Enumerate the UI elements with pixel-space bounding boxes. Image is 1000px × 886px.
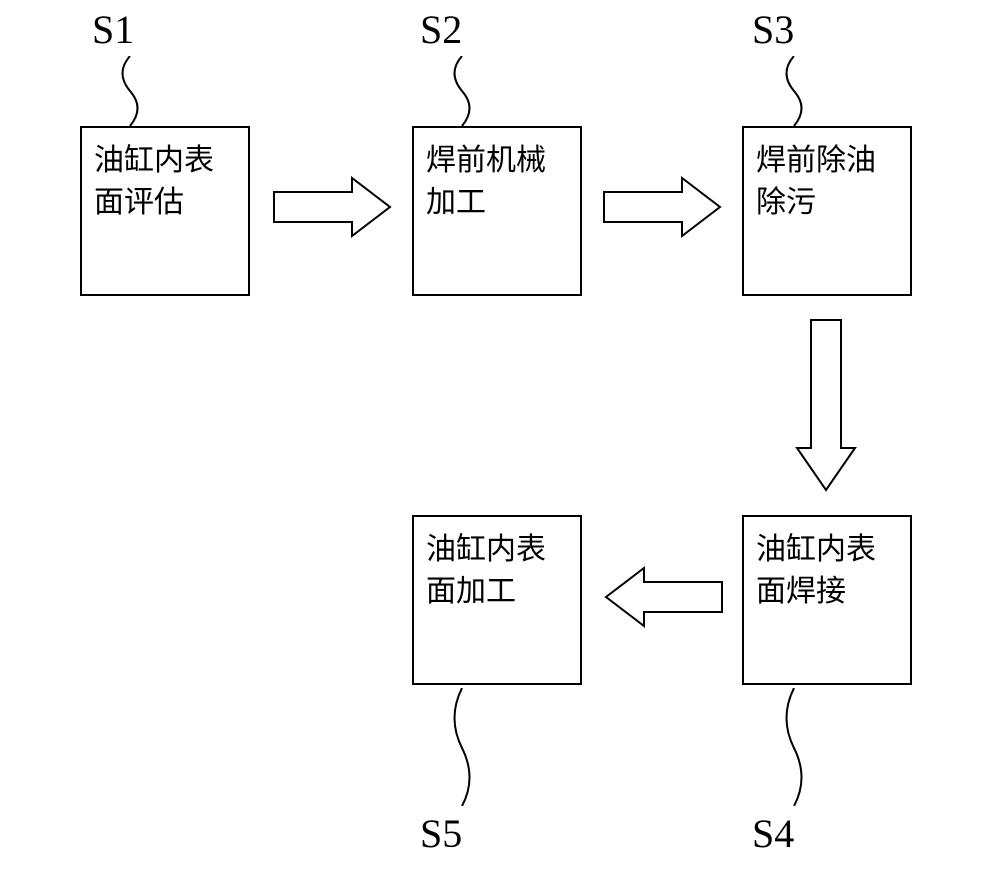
arrow-s4-s5 (602, 566, 724, 628)
label-s2: S2 (420, 6, 462, 53)
label-s5: S5 (420, 810, 462, 857)
box-s5: 油缸内表面加工 (412, 515, 582, 685)
box-s1-text: 油缸内表面评估 (94, 140, 236, 224)
label-s3: S3 (752, 6, 794, 53)
squiggle-s3 (779, 56, 809, 126)
box-s4-text: 油缸内表面焊接 (756, 529, 898, 613)
squiggle-s1 (115, 56, 145, 126)
box-s4: 油缸内表面焊接 (742, 515, 912, 685)
arrow-s2-s3 (602, 176, 724, 238)
label-s4: S4 (752, 810, 794, 857)
box-s3-text: 焊前除油除污 (756, 140, 898, 224)
arrow-s3-s4 (795, 318, 857, 493)
label-s1: S1 (92, 6, 134, 53)
squiggle-s4 (779, 688, 809, 806)
squiggle-s2 (447, 56, 477, 126)
box-s3: 焊前除油除污 (742, 126, 912, 296)
squiggle-s5 (447, 688, 477, 806)
box-s2: 焊前机械加工 (412, 126, 582, 296)
arrow-s1-s2 (272, 176, 394, 238)
box-s2-text: 焊前机械加工 (426, 140, 568, 224)
box-s5-text: 油缸内表面加工 (426, 529, 568, 613)
box-s1: 油缸内表面评估 (80, 126, 250, 296)
